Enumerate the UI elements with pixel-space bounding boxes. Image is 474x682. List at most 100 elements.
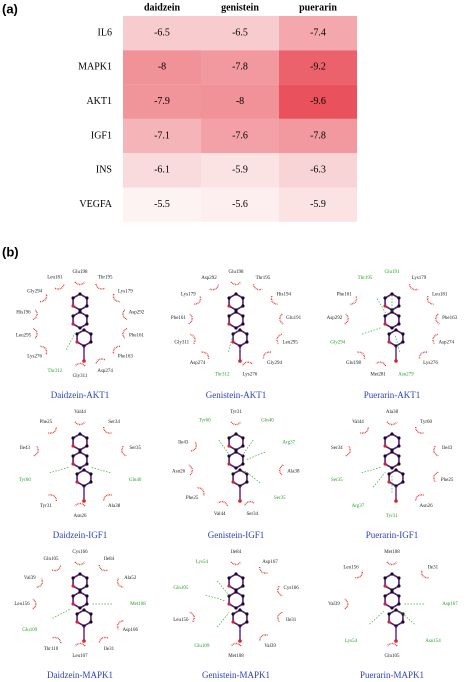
row-label: INS [96, 165, 112, 176]
diagram-title: Puerarin-IGF1 [366, 530, 419, 540]
hydrophobic-arc [230, 642, 242, 647]
hydrophobic-arc [197, 487, 205, 496]
ligand-ring [232, 469, 248, 487]
atom [390, 590, 394, 594]
atom [394, 499, 398, 503]
docking-diagram: Glu198 Thr195 Lys179 Asp292 Phe161 Phe163 Asp2… [16, 270, 145, 400]
atom [390, 572, 394, 576]
atom [241, 296, 245, 300]
heatmap-cell [123, 118, 201, 154]
residue-label: Gly311 [73, 374, 88, 379]
atom [234, 590, 238, 594]
residue-label: Asp167 [262, 560, 278, 565]
residue-label: Ser34 [331, 446, 343, 451]
cell-value: -6.3 [310, 165, 326, 176]
residue-label: Gly294 [27, 290, 43, 295]
residue-label: Lys276 [423, 361, 438, 366]
residue-label: Ser34 [108, 420, 120, 425]
atom [401, 472, 405, 476]
ligand-ring [384, 451, 400, 469]
residue-label: Met108 [130, 602, 146, 607]
hbond [52, 608, 71, 619]
hbond [216, 580, 230, 596]
hydrophobic-arc [32, 309, 38, 321]
hydrophobic-arc [188, 313, 193, 325]
residue-label: Glu109 [194, 644, 210, 649]
atom [401, 480, 405, 484]
atom [397, 314, 401, 318]
cell-value: -7.8 [232, 62, 248, 73]
atom [245, 480, 249, 484]
residue-label: Asn26 [73, 514, 87, 519]
cell-value: -8 [236, 96, 244, 107]
hydrophobic-arc [54, 283, 65, 290]
atom [383, 304, 387, 308]
hydrophobic-arc [48, 426, 58, 434]
atom [89, 620, 93, 624]
hydrophobic-arc [386, 642, 398, 647]
heatmap-cell [279, 187, 357, 222]
docking-diagram: Tyr31 Gln40 Arg37 Ala38 Ser35 Ser34 Val44 Phe25… [172, 410, 300, 540]
ligand-ring [76, 469, 92, 487]
atom [245, 620, 249, 624]
hydrophobic-arc [33, 445, 39, 457]
atom [78, 606, 82, 610]
hydrophobic-arc [277, 585, 283, 597]
ligand-ring [72, 573, 88, 591]
hydrophobic-arc [74, 421, 86, 426]
residue-label: Asp292 [201, 276, 217, 281]
cell-value: -5.6 [232, 199, 248, 210]
cell-value: -6.1 [154, 165, 170, 176]
diagram-title: Genistein-MAPK1 [202, 670, 270, 680]
hydrophobic-arc [116, 578, 124, 589]
hbond [216, 612, 230, 628]
atom [383, 444, 387, 448]
cell-value: -5.9 [310, 199, 326, 210]
residue-label: Ala38 [108, 504, 121, 509]
residue-label: Phe161 [129, 334, 145, 339]
atom [397, 454, 401, 458]
atom [397, 322, 401, 326]
atom [241, 462, 245, 466]
residue-label: Asn279 [398, 373, 414, 378]
atom [390, 326, 394, 330]
diagram-title: Daidzein-IGF1 [53, 530, 107, 540]
docking-diagram: Ile84 Asp167 Cys166 Ile31 Val39 Met108 Glu109 L… [173, 550, 299, 680]
atom [383, 462, 387, 466]
column-header: genistein [221, 2, 259, 13]
atom [245, 340, 249, 344]
heatmap-cell [279, 153, 357, 188]
heatmap-cell [201, 187, 279, 222]
residue-label: Ile84 [104, 557, 115, 562]
residue-label: Val39 [328, 602, 340, 607]
residue-label: Ile43 [442, 446, 453, 451]
residue-label: Asp167 [442, 602, 458, 607]
hydrophobic-arc [230, 281, 242, 286]
atom [231, 612, 235, 616]
hydrophobic-arc [344, 598, 349, 610]
residue-label: Asp274 [190, 361, 206, 366]
diagram-title: Genistein-AKT1 [206, 390, 267, 400]
atom [383, 594, 387, 598]
atom [227, 602, 231, 606]
column-header: daidzein [144, 2, 181, 13]
residue-label: Met108 [384, 550, 400, 555]
diagram-title: Genistein-IGF1 [208, 530, 265, 540]
cell-value: -7.4 [310, 27, 326, 38]
row-label: VEGFA [79, 199, 112, 210]
hydrophobic-arc [279, 464, 284, 476]
residue-label: Leu295 [16, 334, 32, 339]
cell-value: -8 [158, 62, 166, 73]
row-label: IL6 [98, 27, 112, 38]
hydrophobic-arc [40, 345, 48, 355]
ligand-ring [228, 293, 244, 311]
ligand-ring [72, 293, 88, 311]
hbond [244, 470, 261, 484]
atom [238, 608, 242, 612]
atom [89, 472, 93, 476]
residue-label: Tyr31 [386, 514, 398, 519]
hbond [65, 333, 76, 350]
residue-label: Ser35 [129, 446, 141, 451]
atom [245, 332, 249, 336]
